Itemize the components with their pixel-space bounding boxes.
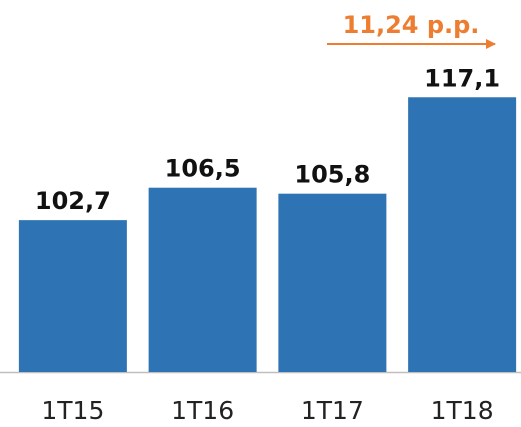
value-label: 117,1	[424, 64, 500, 92]
value-label: 105,8	[294, 161, 370, 189]
bar	[18, 220, 127, 372]
value-label: 102,7	[35, 187, 111, 215]
x-tick-label: 1T17	[301, 396, 364, 425]
x-tick-label: 1T15	[41, 396, 104, 425]
bar	[408, 97, 517, 372]
bar	[148, 187, 257, 372]
bar	[278, 193, 387, 372]
x-tick-label: 1T16	[171, 396, 234, 425]
x-tick-label: 1T18	[431, 396, 494, 425]
annotation: 11,24 p.p.	[343, 11, 480, 39]
value-label: 106,5	[165, 155, 241, 183]
